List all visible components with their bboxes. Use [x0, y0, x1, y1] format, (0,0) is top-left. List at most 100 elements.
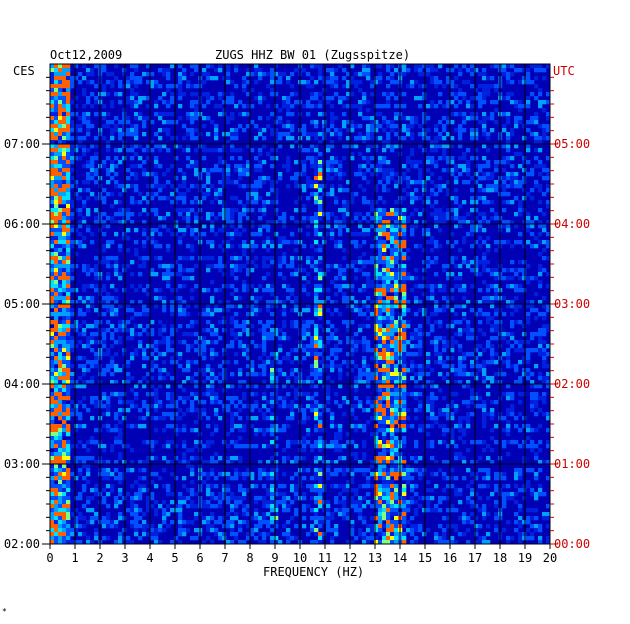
heatmap-cell [50, 372, 55, 377]
heatmap-cell [310, 92, 315, 97]
heatmap-cell [170, 404, 175, 409]
heatmap-cell [54, 272, 59, 277]
heatmap-cell [382, 288, 387, 293]
heatmap-cell [526, 240, 531, 245]
heatmap-cell [438, 284, 443, 289]
heatmap-cell [322, 76, 327, 81]
heatmap-cell [446, 380, 451, 385]
heatmap-cell [534, 348, 539, 353]
heatmap-cell [510, 312, 515, 317]
heatmap-cell [430, 80, 435, 85]
heatmap-cell [366, 76, 371, 81]
heatmap-cell [50, 84, 55, 89]
heatmap-cell [530, 224, 535, 229]
heatmap-cell [358, 368, 363, 373]
heatmap-cell [154, 212, 159, 217]
heatmap-cell [134, 404, 139, 409]
heatmap-cell [166, 392, 171, 397]
heatmap-cell [334, 220, 339, 225]
heatmap-cell [94, 324, 99, 329]
heatmap-cell [254, 308, 259, 313]
heatmap-cell [50, 100, 55, 105]
heatmap-cell [306, 380, 311, 385]
heatmap-cell [458, 128, 463, 133]
heatmap-cell [250, 392, 255, 397]
heatmap-cell [538, 160, 543, 165]
heatmap-cell [194, 236, 199, 241]
heatmap-cell [118, 100, 123, 105]
heatmap-cell [538, 340, 543, 345]
heatmap-cell [62, 420, 67, 425]
heatmap-cell [118, 272, 123, 277]
heatmap-cell [466, 100, 471, 105]
heatmap-cell [530, 348, 535, 353]
heatmap-cell [502, 180, 507, 185]
heatmap-cell [150, 84, 155, 89]
heatmap-cell [242, 104, 247, 109]
heatmap-cell [62, 356, 67, 361]
heatmap-cell [114, 148, 119, 153]
heatmap-cell [462, 64, 467, 69]
heatmap-cell [506, 112, 511, 117]
heatmap-cell [162, 300, 167, 305]
heatmap-cell [390, 320, 395, 325]
heatmap-cell [102, 260, 107, 265]
heatmap-cell [90, 176, 95, 181]
heatmap-cell [378, 408, 383, 413]
heatmap-cell [506, 300, 511, 305]
heatmap-cell [246, 328, 251, 333]
heatmap-cell [210, 312, 215, 317]
heatmap-cell [62, 172, 67, 177]
heatmap-cell [154, 340, 159, 345]
heatmap-cell [74, 384, 79, 389]
heatmap-cell [354, 124, 359, 129]
heatmap-cell [506, 340, 511, 345]
heatmap-cell [350, 64, 355, 69]
heatmap-cell [138, 300, 143, 305]
heatmap-cell [66, 144, 71, 149]
heatmap-cell [374, 188, 379, 193]
heatmap-cell [450, 256, 455, 261]
heatmap-cell [422, 384, 427, 389]
heatmap-cell [434, 396, 439, 401]
heatmap-cell [490, 380, 495, 385]
heatmap-cell [434, 336, 439, 341]
heatmap-cell [210, 340, 215, 345]
heatmap-cell [54, 200, 59, 205]
heatmap-cell [290, 368, 295, 373]
heatmap-cell [506, 80, 511, 85]
heatmap-cell [266, 308, 271, 313]
heatmap-cell [430, 100, 435, 105]
heatmap-cell [526, 368, 531, 373]
heatmap-cell [210, 300, 215, 305]
heatmap-cell [250, 416, 255, 421]
heatmap-cell [166, 148, 171, 153]
heatmap-cell [402, 280, 407, 285]
heatmap-cell [190, 136, 195, 141]
heatmap-cell [182, 136, 187, 141]
heatmap-cell [70, 128, 75, 133]
heatmap-cell [194, 116, 199, 121]
heatmap-cell [474, 180, 479, 185]
heatmap-cell [410, 376, 415, 381]
heatmap-cell [102, 332, 107, 337]
heatmap-cell [114, 424, 119, 429]
heatmap-cell [434, 136, 439, 141]
heatmap-cell [282, 276, 287, 281]
heatmap-cell [402, 220, 407, 225]
heatmap-cell [250, 296, 255, 301]
heatmap-cell [54, 168, 59, 173]
heatmap-cell [210, 264, 215, 269]
heatmap-cell [302, 148, 307, 153]
heatmap-cell [326, 268, 331, 273]
heatmap-cell [450, 156, 455, 161]
heatmap-cell [50, 376, 55, 381]
heatmap-cell [386, 176, 391, 181]
heatmap-cell [382, 120, 387, 125]
heatmap-cell [234, 268, 239, 273]
heatmap-cell [434, 208, 439, 213]
heatmap-cell [154, 416, 159, 421]
heatmap-cell [390, 268, 395, 273]
heatmap-cell [90, 104, 95, 109]
heatmap-cell [302, 104, 307, 109]
